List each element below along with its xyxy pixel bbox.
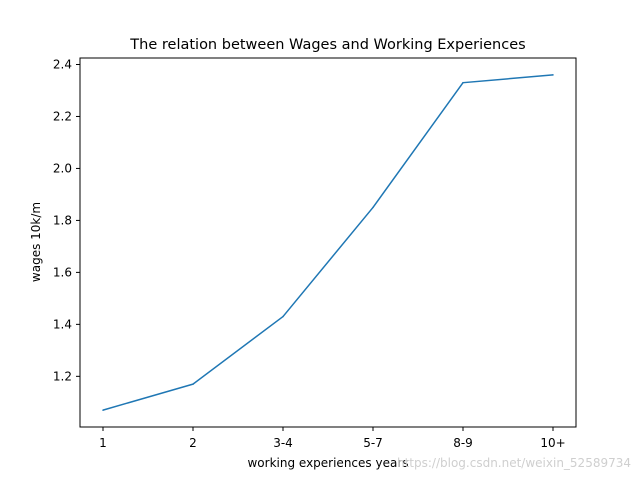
x-tick-label: 1 (99, 436, 107, 450)
x-tick-label: 3-4 (273, 436, 293, 450)
y-tick-label: 1.2 (53, 369, 72, 383)
chart-title: The relation between Wages and Working E… (129, 37, 525, 53)
data-point (282, 315, 284, 318)
y-tick-label: 2.0 (53, 161, 72, 175)
data-point (462, 81, 464, 84)
series-group (102, 74, 554, 411)
y-axis-label: wages 10k/m (29, 202, 43, 282)
x-tick-label: 5-7 (363, 436, 383, 450)
data-point (372, 206, 374, 209)
data-point (102, 409, 104, 411)
series-line (102, 74, 554, 411)
y-tick-label: 1.4 (53, 317, 72, 331)
x-tick-label: 8-9 (453, 436, 473, 450)
y-tick-label: 2.4 (53, 57, 72, 71)
x-tick-label: 10+ (540, 436, 565, 450)
y-tick-label: 1.6 (53, 265, 72, 279)
x-axis-label: working experiences years (247, 456, 408, 470)
watermark: https://blog.csdn.net/weixin_52589734 (397, 456, 631, 470)
data-point (192, 383, 194, 385)
data-point (552, 74, 554, 76)
y-tick-label: 1.8 (53, 213, 72, 227)
plot-area (79, 57, 577, 428)
y-tick-label: 2.2 (53, 109, 72, 123)
x-tick-label: 2 (189, 436, 197, 450)
x-axis-ticks: 1 2 3-4 5-7 8-9 10+ (99, 427, 566, 450)
y-axis-ticks: 1.2 1.4 1.6 1.8 2.0 2.2 2.4 (53, 57, 80, 383)
